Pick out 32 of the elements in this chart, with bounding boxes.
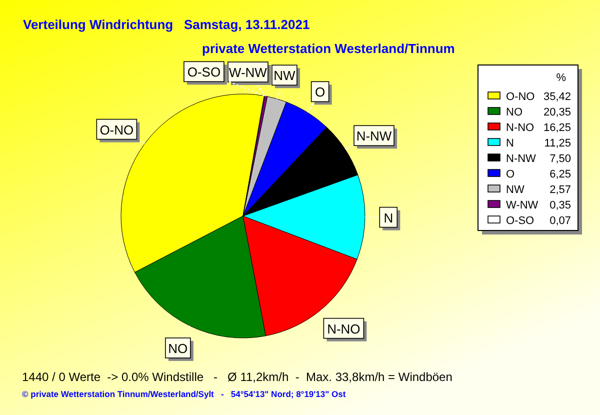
slice-label: N-NO <box>327 321 360 336</box>
slice-label: N-NW <box>356 128 392 144</box>
data-label: 0,35 <box>550 200 571 212</box>
legend-label: O <box>506 168 515 180</box>
data-label: 20,35 <box>543 106 571 118</box>
data-label: 35,42 <box>543 91 571 103</box>
legend-label: N-NO <box>506 122 535 134</box>
legend-label: W-NW <box>506 200 539 212</box>
chart-title: Verteilung Windrichtung Samstag, 13.11.2021 <box>23 17 310 32</box>
data-label: 6,25 <box>550 168 571 180</box>
slice-label: O <box>315 84 326 100</box>
data-label: 16,25 <box>543 122 571 134</box>
legend-label: O-SO <box>506 215 535 227</box>
slice-label: O-SO <box>187 64 221 80</box>
slice-label: NO <box>168 340 188 356</box>
slice-label: N <box>384 210 394 226</box>
slice-label: W-NW <box>228 64 268 80</box>
legend-label: O-NO <box>506 91 536 103</box>
legend-label: N <box>506 138 514 150</box>
legend-label: N-NW <box>506 153 537 165</box>
legend-title: % <box>556 72 566 84</box>
data-label: 2,57 <box>550 184 571 196</box>
legend-label: NO <box>506 106 523 118</box>
legend-label: NW <box>506 184 525 196</box>
data-label: 11,25 <box>544 138 571 150</box>
slice-label: O-NO <box>100 122 134 138</box>
chart-subtitle: private Wetterstation Westerland/Tinnum <box>202 41 455 56</box>
data-label: 0,07 <box>550 215 571 227</box>
text: © private Wetterstation Tinnum/Westerland/Sylt - 54°54'13" Nord; 8°19'13" Ost <box>22 389 346 399</box>
text: 1440 / 0 Werte -> 0.0% Windstille - Ø 11,2km/h - Max. 33,8km/h = Windböen <box>22 370 452 384</box>
data-label: 7,50 <box>550 153 571 165</box>
slice-label: NW <box>274 68 296 84</box>
